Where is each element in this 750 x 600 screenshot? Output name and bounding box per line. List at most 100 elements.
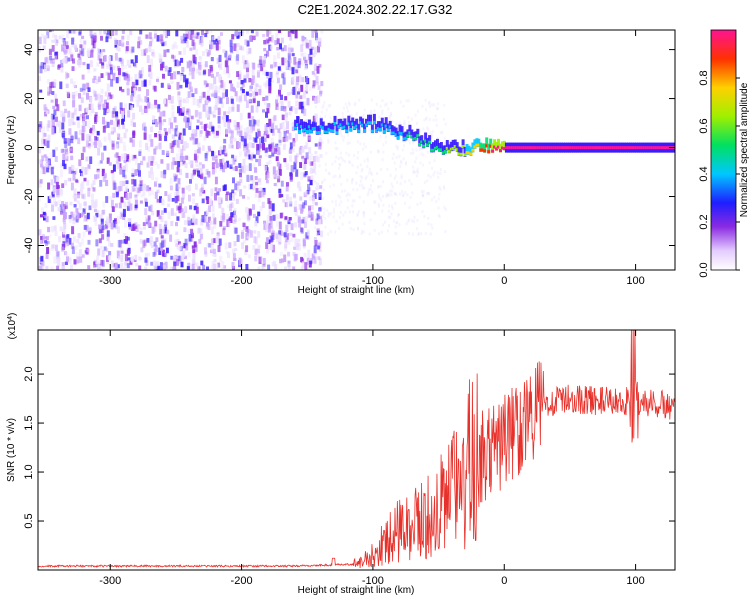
heatmap-cell [48,48,52,55]
heatmap-cell [174,191,178,198]
heatmap-cell [148,32,152,40]
heatmap-cell [268,30,272,35]
heatmap-cell [101,234,105,240]
heatmap-cell [339,195,342,199]
heatmap-cell [298,186,302,192]
heatmap-cell [534,146,538,150]
heatmap-cell [80,152,84,160]
heatmap-cell [258,158,262,167]
heatmap-cell [424,232,427,235]
heatmap-cell [269,143,273,149]
heatmap-cell [243,144,247,151]
heatmap-cell [269,125,273,132]
heatmap-cell [327,214,330,218]
heatmap-cell [191,259,195,265]
heatmap-cell [321,181,323,185]
heatmap-cell [352,210,354,214]
heatmap-cell [438,185,441,189]
heatmap-cell [284,241,288,249]
heatmap-cell [176,139,180,148]
heatmap-cell [39,239,43,244]
heatmap-cell [134,62,138,68]
heatmap-cell [363,222,366,226]
heatmap-cell [230,46,234,54]
heatmap-cell [353,120,357,130]
heatmap-cell [122,141,126,146]
heatmap-cell [338,128,341,132]
heatmap-cell [345,129,349,133]
heatmap-cell [399,164,402,168]
heatmap-cell [214,91,218,97]
heatmap-cell [253,120,257,125]
heatmap-cell [424,98,427,102]
heatmap-cell [438,192,441,196]
heatmap-cell [432,148,435,152]
heatmap-cell [359,142,362,146]
heatmap-cell [483,149,487,153]
heatmap-cell [283,127,287,134]
heatmap-cell [160,235,164,239]
heatmap-cell [247,149,251,157]
heatmap-cell [514,146,518,150]
heatmap-cell [361,167,364,171]
heatmap-cell [281,258,284,263]
heatmap-cell [257,63,261,68]
heatmap-cell [356,156,359,160]
heatmap-cell [160,35,164,44]
heatmap-cell [97,103,101,107]
heatmap-cell [254,256,258,262]
heatmap-cell [103,99,107,104]
heatmap-cell [300,125,303,128]
heatmap-cell [431,166,433,170]
heatmap-cell [273,55,277,61]
heatmap-cell [568,146,571,150]
heatmap-cell [265,237,269,244]
heatmap-cell [204,247,207,255]
heatmap-cell [402,193,405,197]
heatmap-cell [318,230,321,234]
heatmap-cell [68,215,72,220]
heatmap-cell [288,149,292,154]
heatmap-cell [346,206,349,210]
heatmap-cell [143,226,146,230]
heatmap-cell [121,42,125,47]
heatmap-cell [444,207,447,211]
heatmap-cell [418,136,422,147]
heatmap-cell [305,152,309,160]
heatmap-cell [143,239,147,247]
heatmap-cell [229,203,233,212]
heatmap-cell [577,146,581,150]
heatmap-cell [404,131,408,141]
heatmap-cell [223,121,227,127]
heatmap-cell [168,100,172,104]
heatmap-cell [252,98,256,104]
heatmap-cell [233,137,237,142]
heatmap-cell [191,245,195,249]
heatmap-cell [179,84,183,89]
heatmap-cell [148,187,152,191]
heatmap-cell [238,168,242,175]
heatmap-cell [346,198,349,202]
heatmap-cell [298,58,302,65]
heatmap-cell [405,99,408,103]
heatmap-cell [198,164,202,170]
heatmap-cell [417,109,419,113]
heatmap-cell [312,197,316,205]
heatmap-cell [259,256,263,263]
heatmap-cell [154,220,158,227]
heatmap-cell [170,145,174,153]
heatmap-cell [256,248,260,254]
heatmap-cell [359,163,362,167]
heatmap-cell [46,79,50,84]
heatmap-cell [194,138,198,145]
heatmap-cell [209,30,213,33]
heatmap-cell [163,224,167,231]
heatmap-cell [236,184,240,192]
heatmap-cell [210,83,214,90]
heatmap-cell [432,173,435,177]
heatmap-cell [121,30,125,34]
heatmap-cell [185,30,189,34]
heatmap-cell [218,188,221,192]
heatmap-cell [214,98,218,106]
heatmap-cell [316,227,319,231]
